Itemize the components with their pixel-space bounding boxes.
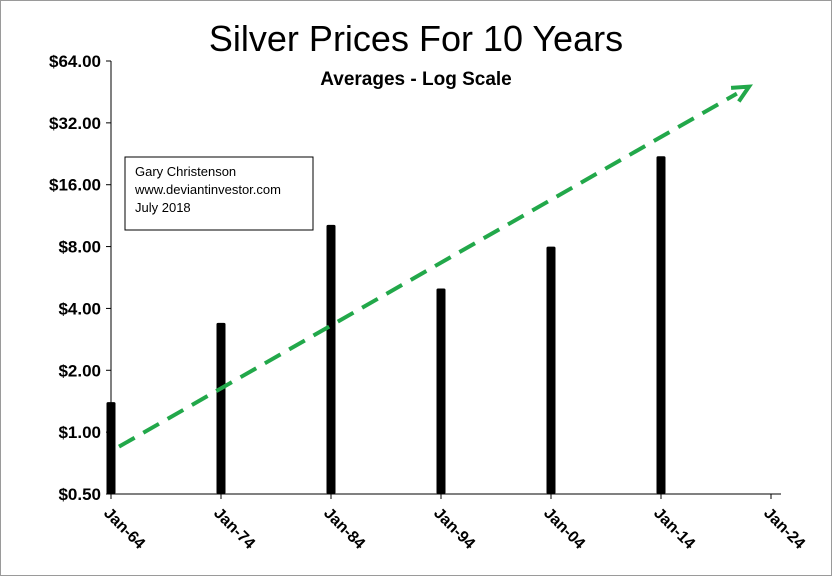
- bar: [546, 246, 556, 494]
- annotation-website: www.deviantinvestor.com: [134, 182, 281, 197]
- x-tick-label: Jan-84: [320, 505, 368, 553]
- y-tick-labels: $0.50 $1.00 $2.00 $4.00 $8.00 $16.00 $32.00 $64…: [49, 52, 101, 504]
- y-tick-label: $16.00: [49, 176, 101, 195]
- chart-subtitle: Averages - Log Scale: [320, 69, 511, 90]
- annotation-author: Gary Christenson: [135, 164, 236, 179]
- x-tick-label: Jan-94: [430, 505, 478, 553]
- trend-line: [118, 91, 738, 449]
- x-tick-labels: Jan-64 Jan-74 Jan-84 Jan-94 Jan-04 Jan-14 Jan-…: [100, 505, 808, 553]
- bar: [106, 402, 116, 494]
- bar: [326, 224, 336, 494]
- x-tick-label: Jan-14: [650, 505, 698, 553]
- y-tick-label: $1.00: [58, 423, 101, 442]
- chart-title: Silver Prices For 10 Years: [209, 18, 623, 59]
- bar: [436, 288, 446, 494]
- annotation-date: July 2018: [135, 200, 191, 215]
- y-tick-label: $2.00: [58, 361, 101, 380]
- bar: [216, 322, 226, 494]
- x-tick-label: Jan-24: [760, 505, 808, 553]
- bar: [656, 156, 666, 494]
- y-tick-label: $32.00: [49, 114, 101, 133]
- x-tick-label: Jan-04: [540, 505, 588, 553]
- trend-line-group: [118, 84, 753, 449]
- annotation-border: [124, 156, 314, 231]
- x-tick-label: Jan-74: [210, 505, 258, 553]
- y-tick-label: $0.50: [58, 485, 101, 504]
- bars: [106, 156, 666, 494]
- x-tick-label: Jan-64: [100, 505, 148, 553]
- y-tick-label: $64.00: [49, 52, 101, 71]
- annotation-box: Gary Christenson www.deviantinvestor.com…: [124, 156, 314, 231]
- y-tick-label: $8.00: [58, 238, 101, 257]
- y-tick-label: $4.00: [58, 299, 101, 318]
- trend-arrowhead: [730, 84, 753, 103]
